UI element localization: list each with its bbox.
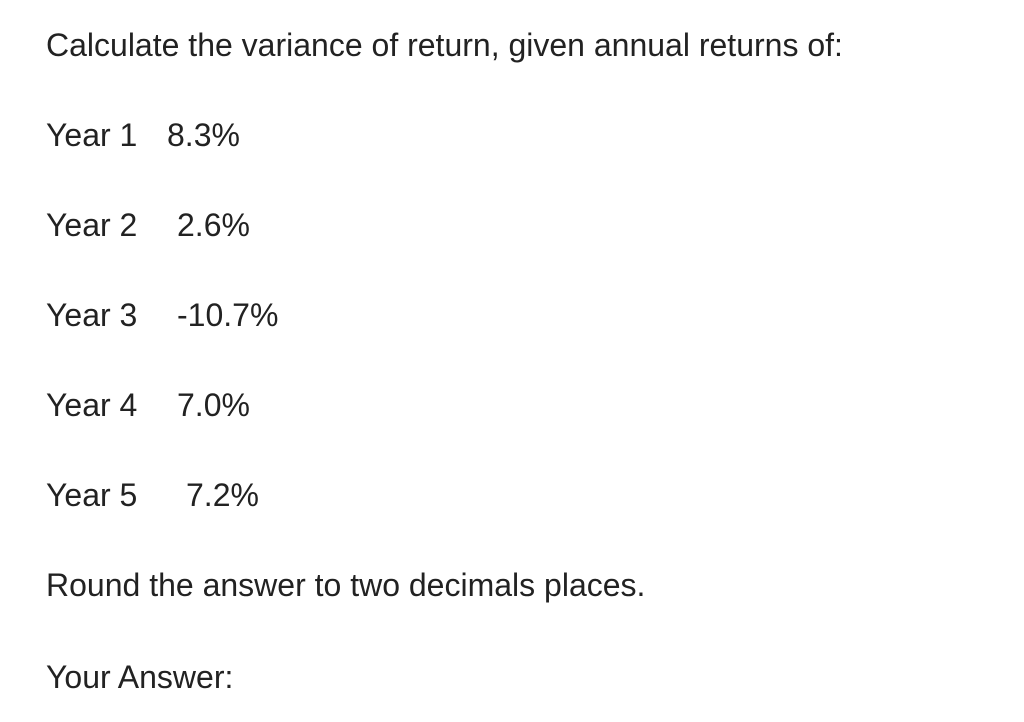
rounding-instruction: Round the answer to two decimals places.: [46, 567, 646, 603]
year-1-value: 8.3%: [167, 117, 240, 153]
answer-label: Your Answer:: [46, 659, 234, 695]
year-4-value: 7.0%: [177, 387, 250, 423]
year-3-value: -10.7%: [177, 297, 279, 333]
year-1-label: Year 1: [46, 117, 138, 153]
year-4-label: Year 4: [46, 387, 138, 423]
question-prompt: Calculate the variance of return, given …: [46, 27, 843, 63]
year-5-value: 7.2%: [186, 477, 259, 513]
year-3-label: Year 3: [46, 297, 138, 333]
year-2-label: Year 2: [46, 207, 138, 243]
year-5-label: Year 5: [46, 477, 138, 513]
year-2-value: 2.6%: [177, 207, 250, 243]
